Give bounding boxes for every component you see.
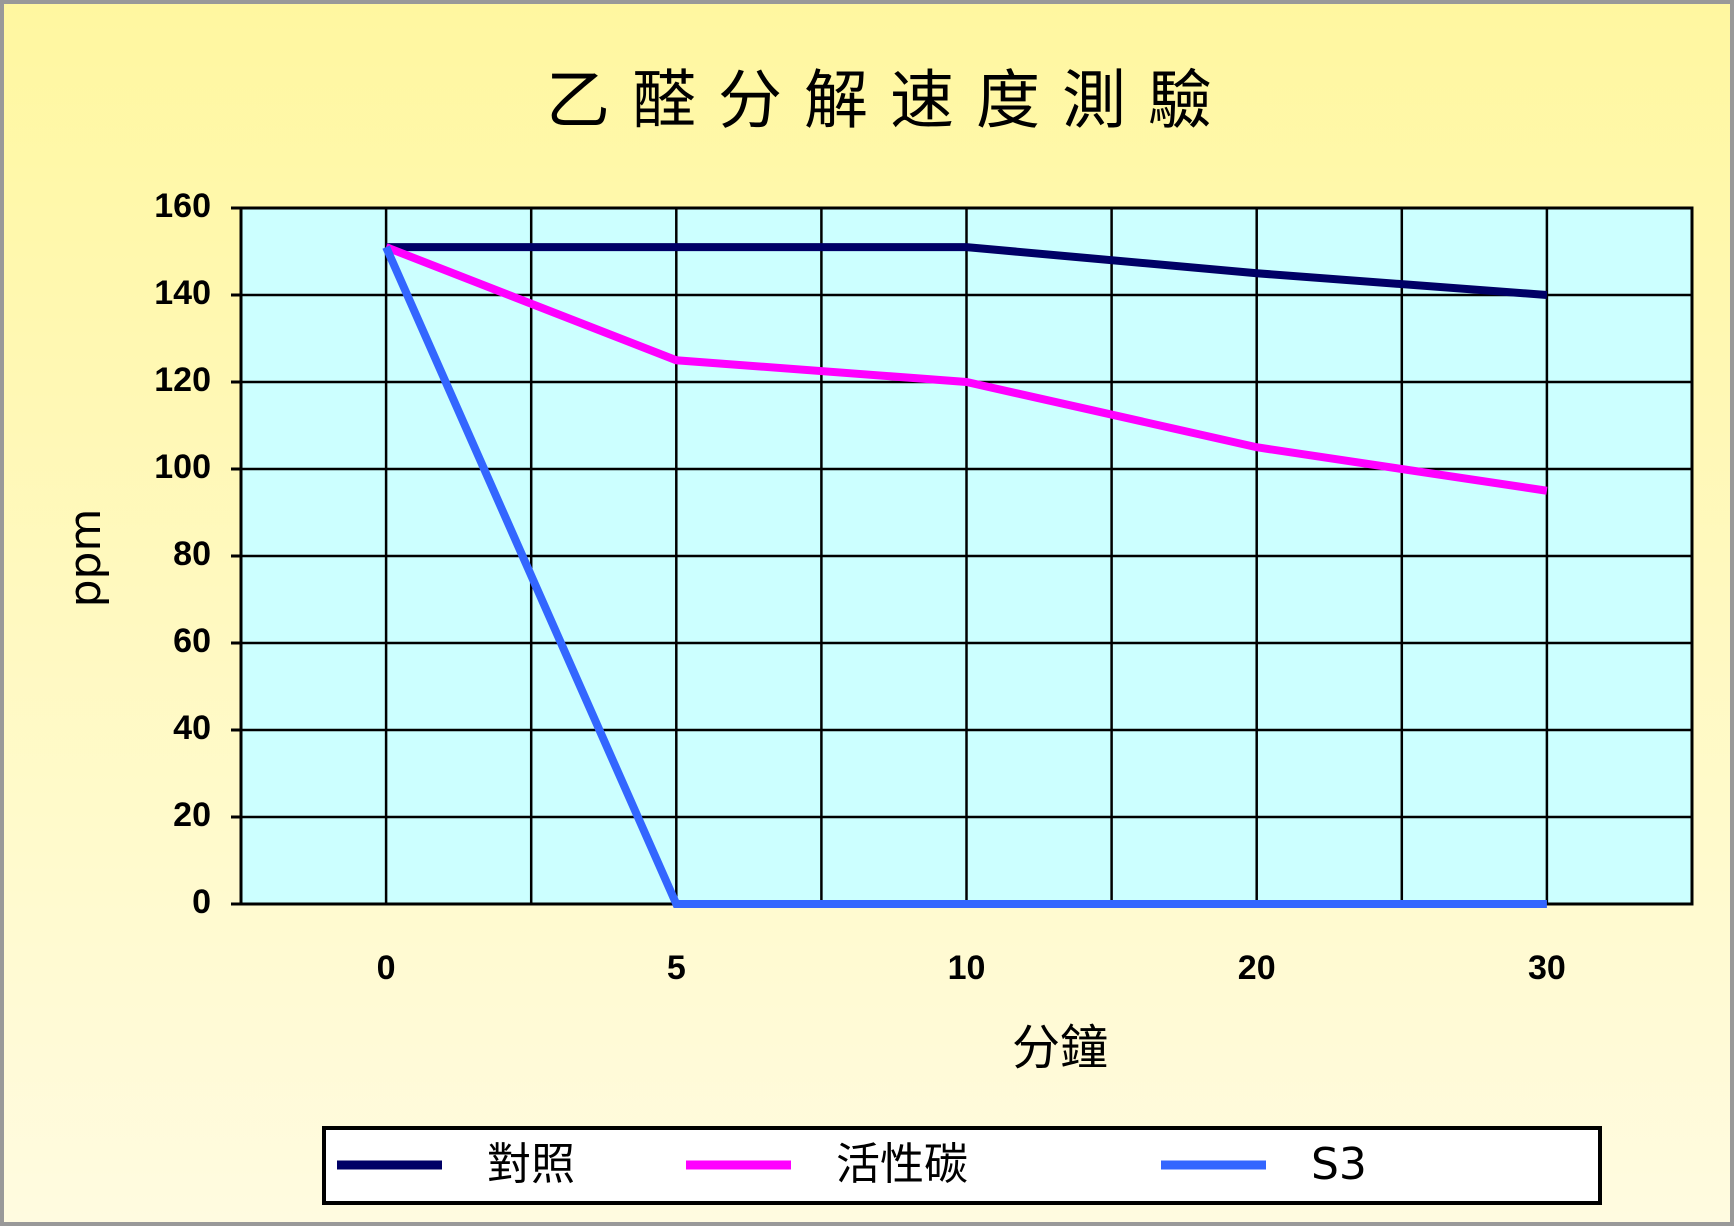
y-tick-label: 20 — [173, 796, 211, 834]
y-tick-label: 80 — [173, 535, 211, 573]
y-axis-label: ppm — [60, 509, 111, 608]
legend-label: 活性碳 — [836, 1139, 968, 1190]
chart-title: 乙醛分解速度測驗 — [546, 65, 1234, 139]
y-tick-label: 140 — [154, 274, 211, 312]
legend-label: 對照 — [487, 1139, 575, 1190]
legend — [322, 1126, 1602, 1205]
x-tick-label: 0 — [377, 949, 396, 987]
x-tick-label: 30 — [1528, 949, 1566, 987]
y-tick-label: 60 — [173, 622, 211, 660]
series-line — [382, 245, 1547, 908]
x-tick-label: 20 — [1238, 949, 1276, 987]
y-tick-label: 120 — [154, 361, 211, 399]
x-tick-label: 10 — [948, 949, 986, 987]
x-axis-label: 分鐘 — [1012, 1020, 1108, 1076]
legend-label: S3 — [1311, 1139, 1367, 1190]
y-tick-label: 100 — [154, 448, 211, 486]
x-tick-label: 5 — [667, 949, 686, 987]
series-line — [386, 243, 1548, 299]
y-tick-label: 0 — [192, 883, 211, 921]
y-tick-label: 40 — [173, 709, 211, 747]
series-line — [384, 243, 1548, 495]
y-tick-label: 160 — [154, 187, 211, 225]
